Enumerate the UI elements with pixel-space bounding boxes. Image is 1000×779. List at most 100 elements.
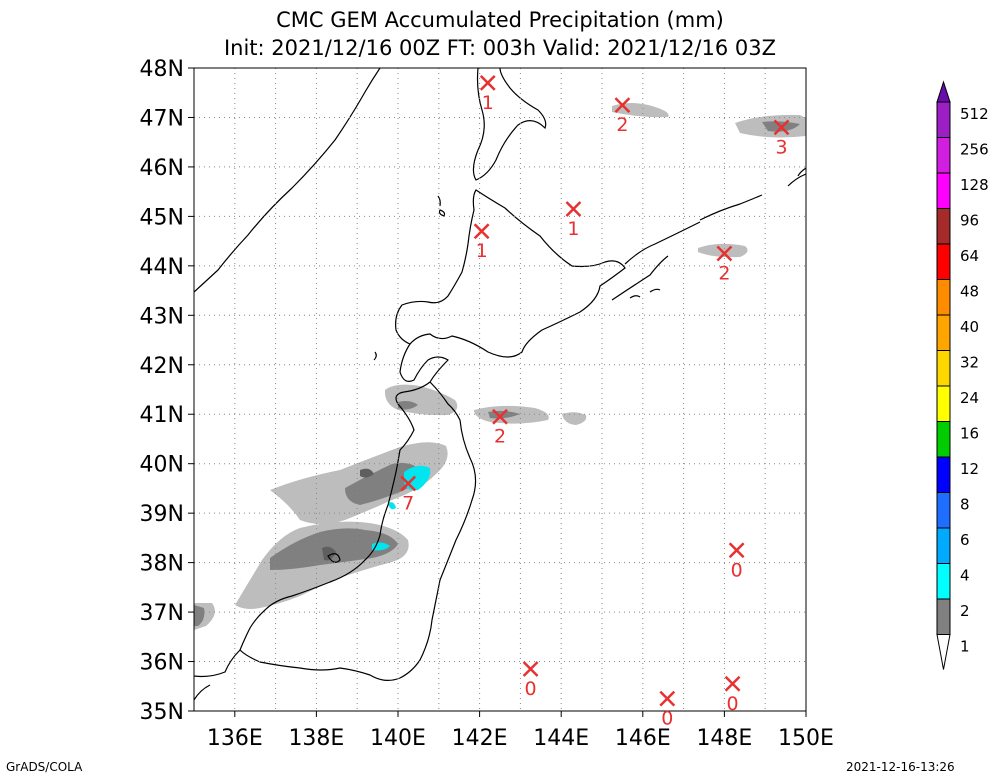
station-value: 1 [476,240,488,262]
colorbar-label: 128 [960,176,989,194]
coast-noto [194,684,211,701]
lat-label: 46N [140,156,184,181]
colorbar-swatch [936,456,951,493]
colorbar-bottom-triangle [936,634,951,670]
colorbar-swatch [936,208,951,245]
lon-label: 140E [370,726,426,751]
lon-label: 150E [778,726,834,751]
colorbar-swatch [936,527,951,564]
map-subtitle: Init: 2021/12/16 00Z FT: 003h Valid: 202… [223,36,777,60]
precip-mid-tsugaru [398,401,418,410]
lat-lon-grid [194,68,806,711]
coast-island-okushiri [373,351,377,361]
footer-timestamp: 2021-12-16-13:26 [846,760,955,774]
colorbar-swatch [936,101,951,138]
station-x-icon [522,661,539,677]
lon-label: 142E [452,726,508,751]
coast-kuril-3 [699,194,763,221]
station-x-icon [400,475,417,492]
colorbar-swatch [936,137,951,174]
station-x-icon [614,97,631,113]
colorbar-label: 12 [960,460,979,478]
lat-label: 36N [140,651,184,676]
footer-left: GrADS/COLA [6,760,83,774]
coast-kuril-4 [787,173,806,187]
colorbar-label: 512 [960,105,989,123]
colorbar-label: 2 [960,602,970,620]
lat-label: 41N [140,403,184,428]
colorbar-swatch [936,243,951,280]
station-x-icon [716,245,733,262]
lon-label: 146E [615,726,671,751]
lon-label: 144E [533,726,589,751]
colorbar-swatch [936,279,951,316]
station-marker: 1 [479,74,496,114]
coast-mainland [194,68,381,293]
station-x-icon [773,119,790,136]
colorbar-swatch [936,172,951,209]
station-value: 0 [661,708,673,730]
station-marker: 2 [492,408,508,448]
colorbar-swatch [936,385,951,422]
lon-label: 138E [288,726,344,751]
coast-island-rishiri [438,209,446,217]
precip-area-small [306,489,330,501]
lat-label: 38N [140,552,184,577]
coast-kuril-2 [624,221,701,265]
station-value: 0 [727,693,739,715]
station-marker: 1 [473,223,490,262]
station-value: 2 [616,114,628,136]
precip-dark-2 [360,468,374,478]
station-value: 2 [718,262,730,284]
station-value: 1 [567,218,579,240]
map-title: CMC GEM Accumulated Precipitation (mm) [276,8,724,32]
lat-label: 39N [140,502,184,527]
colorbar-label: 32 [960,354,979,372]
precip-cyan-3 [388,502,396,510]
colorbar-swatch [936,421,951,458]
map-frame [193,67,807,712]
precip-area-sakhalin [612,103,669,118]
coast-kuril-5 [797,167,806,177]
lon-label: 136E [207,726,263,751]
colorbar-label: 16 [960,425,979,443]
lat-label: 42N [140,354,184,379]
colorbar-label: 40 [960,318,979,336]
station-value: 7 [402,492,414,514]
station-marker: 0 [522,661,539,700]
colorbar-swatch [936,563,951,600]
colorbar-label: 256 [960,141,989,159]
station-x-icon [724,675,741,692]
colorbar-swatch [936,350,951,387]
precip-mid-niigata [270,528,398,570]
lat-label: 43N [140,304,184,329]
precip-mid-west [194,605,205,626]
colorbar-label: 4 [960,567,970,585]
station-x-icon [479,74,496,91]
coast-honshu [194,381,477,681]
station-value: 0 [525,678,537,700]
lat-label: 35N [140,700,184,725]
colorbar-label: 1 [960,638,970,656]
station-value: 2 [494,426,506,448]
station-x-icon [659,690,676,707]
lat-label: 44N [140,255,184,280]
station-marker: 0 [728,542,745,581]
colorbar-swatch [936,314,951,351]
lat-label: 47N [140,106,184,131]
lat-label: 37N [140,601,184,626]
colorbar-swatch [936,492,951,529]
coast-hokkaido [395,189,626,358]
colorbar-top-triangle [936,80,951,103]
precip-dark-1 [322,546,336,561]
station-markers: 1 2 3 1 1 2 2 7 0 0 0 0 [400,74,790,730]
precip-mid-tohoku [345,462,420,505]
lat-axis: 48N 47N 46N 45N 44N 43N 42N 41N 40N 39N 38N 37N 36N 3… [140,57,194,725]
precip-shading [194,103,806,630]
station-x-icon [728,542,745,559]
colorbar-label: 8 [960,496,970,514]
station-marker: 3 [773,119,790,158]
station-marker: 7 [400,475,417,514]
coast-oshima [399,343,449,383]
